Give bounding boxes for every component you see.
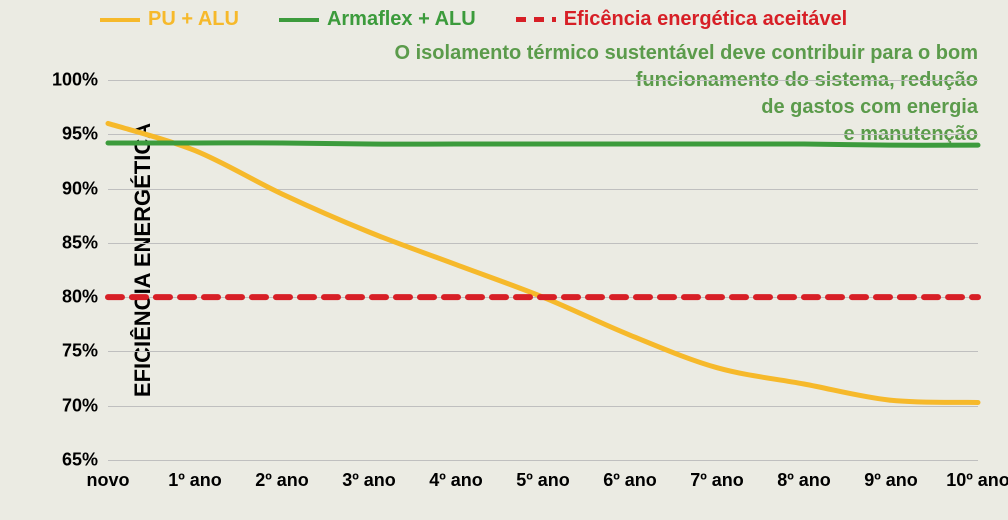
x-tick-label: 6º ano <box>603 470 657 491</box>
x-tick-label: 1º ano <box>168 470 222 491</box>
y-tick-label: 80% <box>62 287 98 308</box>
annotation-line: O isolamento térmico sustentável deve co… <box>395 42 978 64</box>
x-tick-label: 2º ano <box>255 470 309 491</box>
legend-item-acceptable: Eficência energética aceitável <box>516 8 848 31</box>
series-line <box>108 123 978 402</box>
series-line <box>108 143 978 145</box>
y-tick-label: 85% <box>62 232 98 253</box>
legend-item-pu-alu: PU + ALU <box>100 8 239 31</box>
chart-container: PU + ALU Armaflex + ALU Eficência energé… <box>0 0 1008 520</box>
legend-label: PU + ALU <box>148 8 239 31</box>
x-tick-label: novo <box>87 470 130 491</box>
x-tick-label: 7º ano <box>690 470 744 491</box>
y-tick-label: 95% <box>62 124 98 145</box>
legend-item-armaflex-alu: Armaflex + ALU <box>279 8 476 31</box>
y-tick-label: 100% <box>52 70 98 91</box>
grid-line <box>108 460 978 461</box>
legend-label: Eficência energética aceitável <box>564 8 848 31</box>
legend-swatch <box>100 18 140 22</box>
series-svg <box>108 80 978 460</box>
legend-swatch <box>279 18 319 22</box>
legend-label: Armaflex + ALU <box>327 8 476 31</box>
plot-area: 65%70%75%80%85%90%95%100%novo1º ano2º an… <box>108 80 978 460</box>
x-tick-label: 8º ano <box>777 470 831 491</box>
x-tick-label: 10º ano <box>946 470 1008 491</box>
y-tick-label: 65% <box>62 450 98 471</box>
y-tick-label: 75% <box>62 341 98 362</box>
y-tick-label: 90% <box>62 178 98 199</box>
x-tick-label: 5º ano <box>516 470 570 491</box>
y-tick-label: 70% <box>62 395 98 416</box>
legend: PU + ALU Armaflex + ALU Eficência energé… <box>100 8 988 31</box>
x-tick-label: 4º ano <box>429 470 483 491</box>
x-tick-label: 3º ano <box>342 470 396 491</box>
x-tick-label: 9º ano <box>864 470 918 491</box>
legend-swatch <box>516 17 556 22</box>
